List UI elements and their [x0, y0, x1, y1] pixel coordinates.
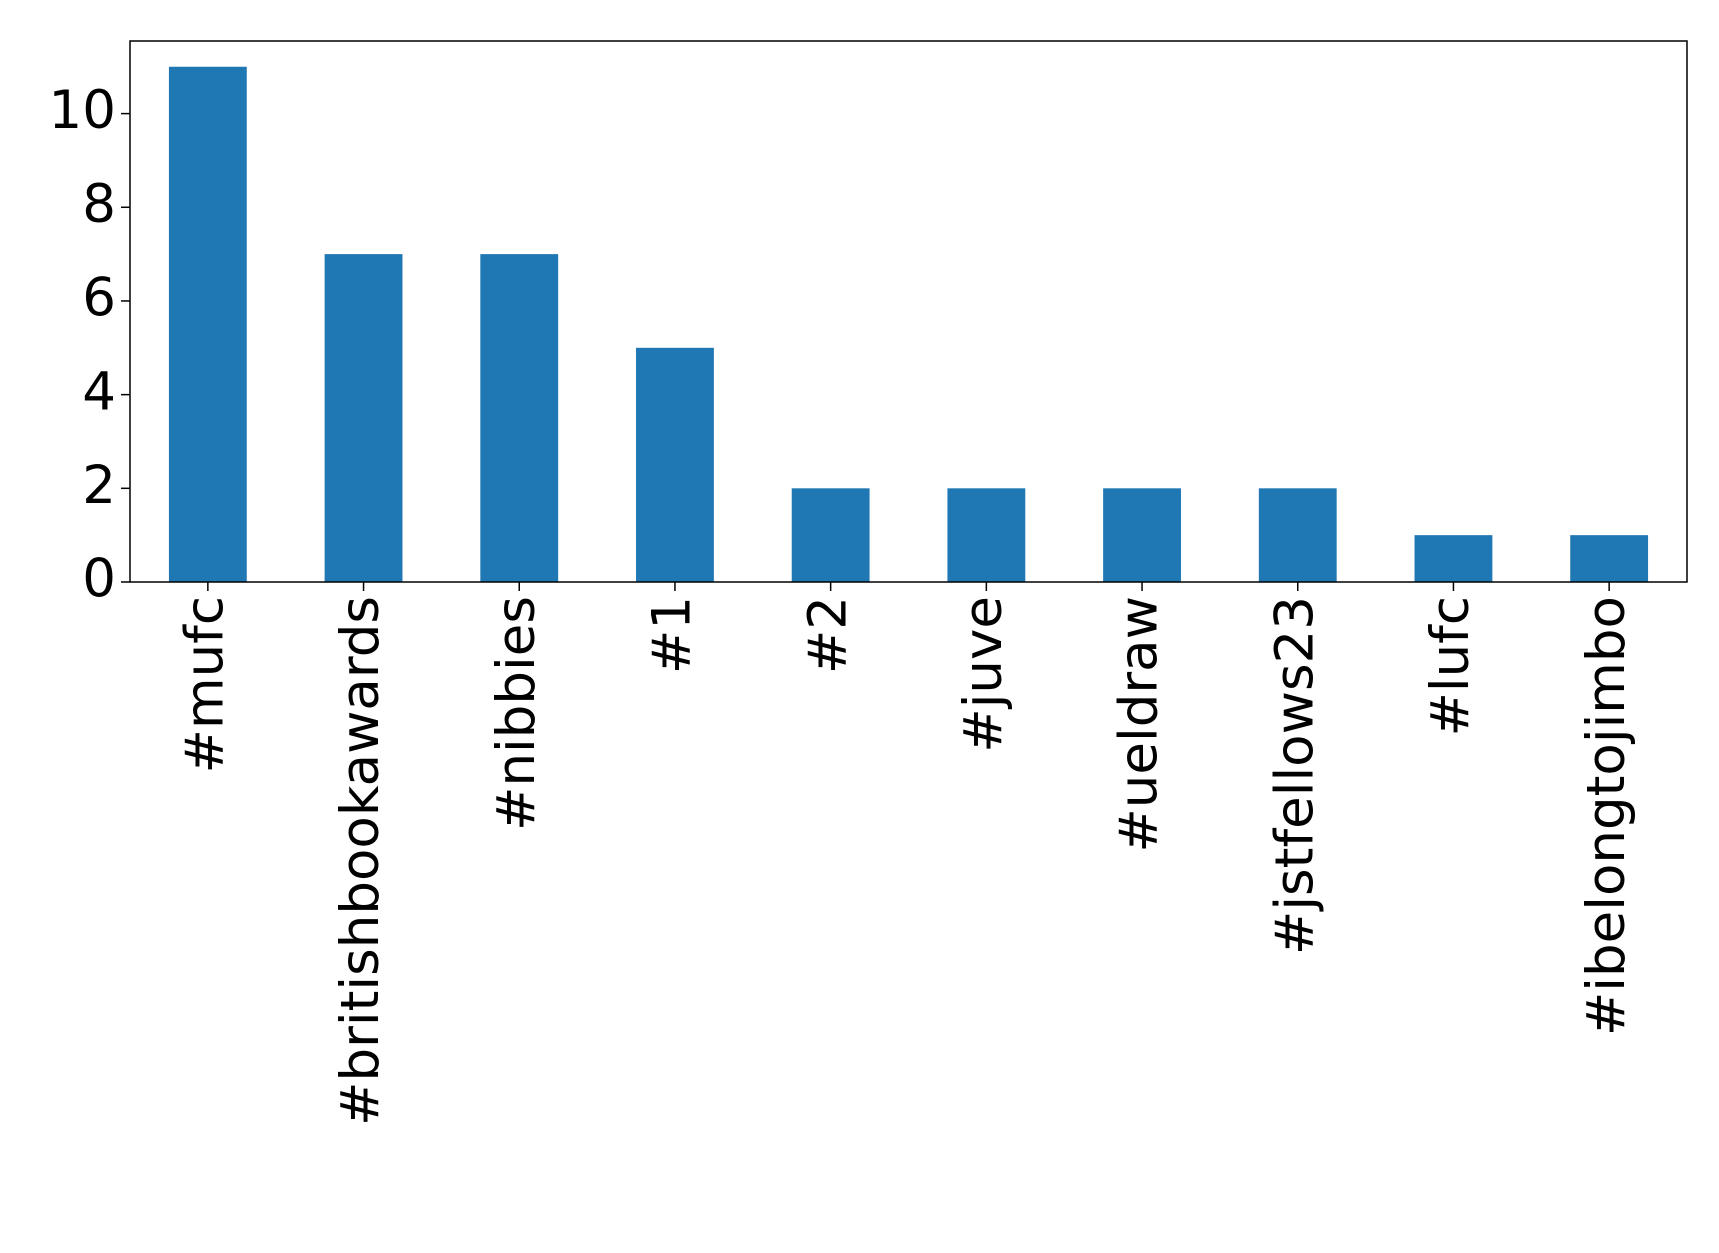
- bar: [1414, 535, 1493, 582]
- bar: [480, 254, 559, 582]
- bar: [791, 488, 870, 582]
- y-tick-label: 10: [49, 80, 116, 141]
- x-tick-label: #britishbookawards: [330, 596, 391, 1126]
- bar: [947, 488, 1026, 582]
- x-tick-label: #lufc: [1420, 596, 1481, 737]
- y-tick-label: 0: [82, 549, 116, 610]
- y-tick-label: 6: [82, 268, 116, 329]
- bar: [168, 66, 247, 582]
- x-tick-label: #jstfellows23: [1264, 596, 1325, 955]
- x-tick-label: #juve: [953, 596, 1014, 753]
- x-tick-label: #ibelongtojimbo: [1576, 596, 1637, 1036]
- x-tick-label: #ueldraw: [1109, 596, 1170, 853]
- x-tick-label: #mufc: [174, 596, 235, 773]
- y-tick-label: 4: [82, 361, 116, 422]
- x-tick-label: #2: [797, 596, 858, 674]
- bar: [636, 347, 714, 582]
- y-tick-label: 8: [82, 174, 116, 235]
- bar: [1258, 488, 1337, 582]
- x-tick-label: #nibbies: [486, 596, 547, 831]
- x-tick-label: #1: [642, 596, 703, 674]
- bar: [1103, 488, 1181, 582]
- bar: [324, 254, 403, 582]
- plot-frame: [129, 40, 1688, 583]
- bar: [1570, 535, 1649, 582]
- y-tick-label: 2: [82, 455, 116, 516]
